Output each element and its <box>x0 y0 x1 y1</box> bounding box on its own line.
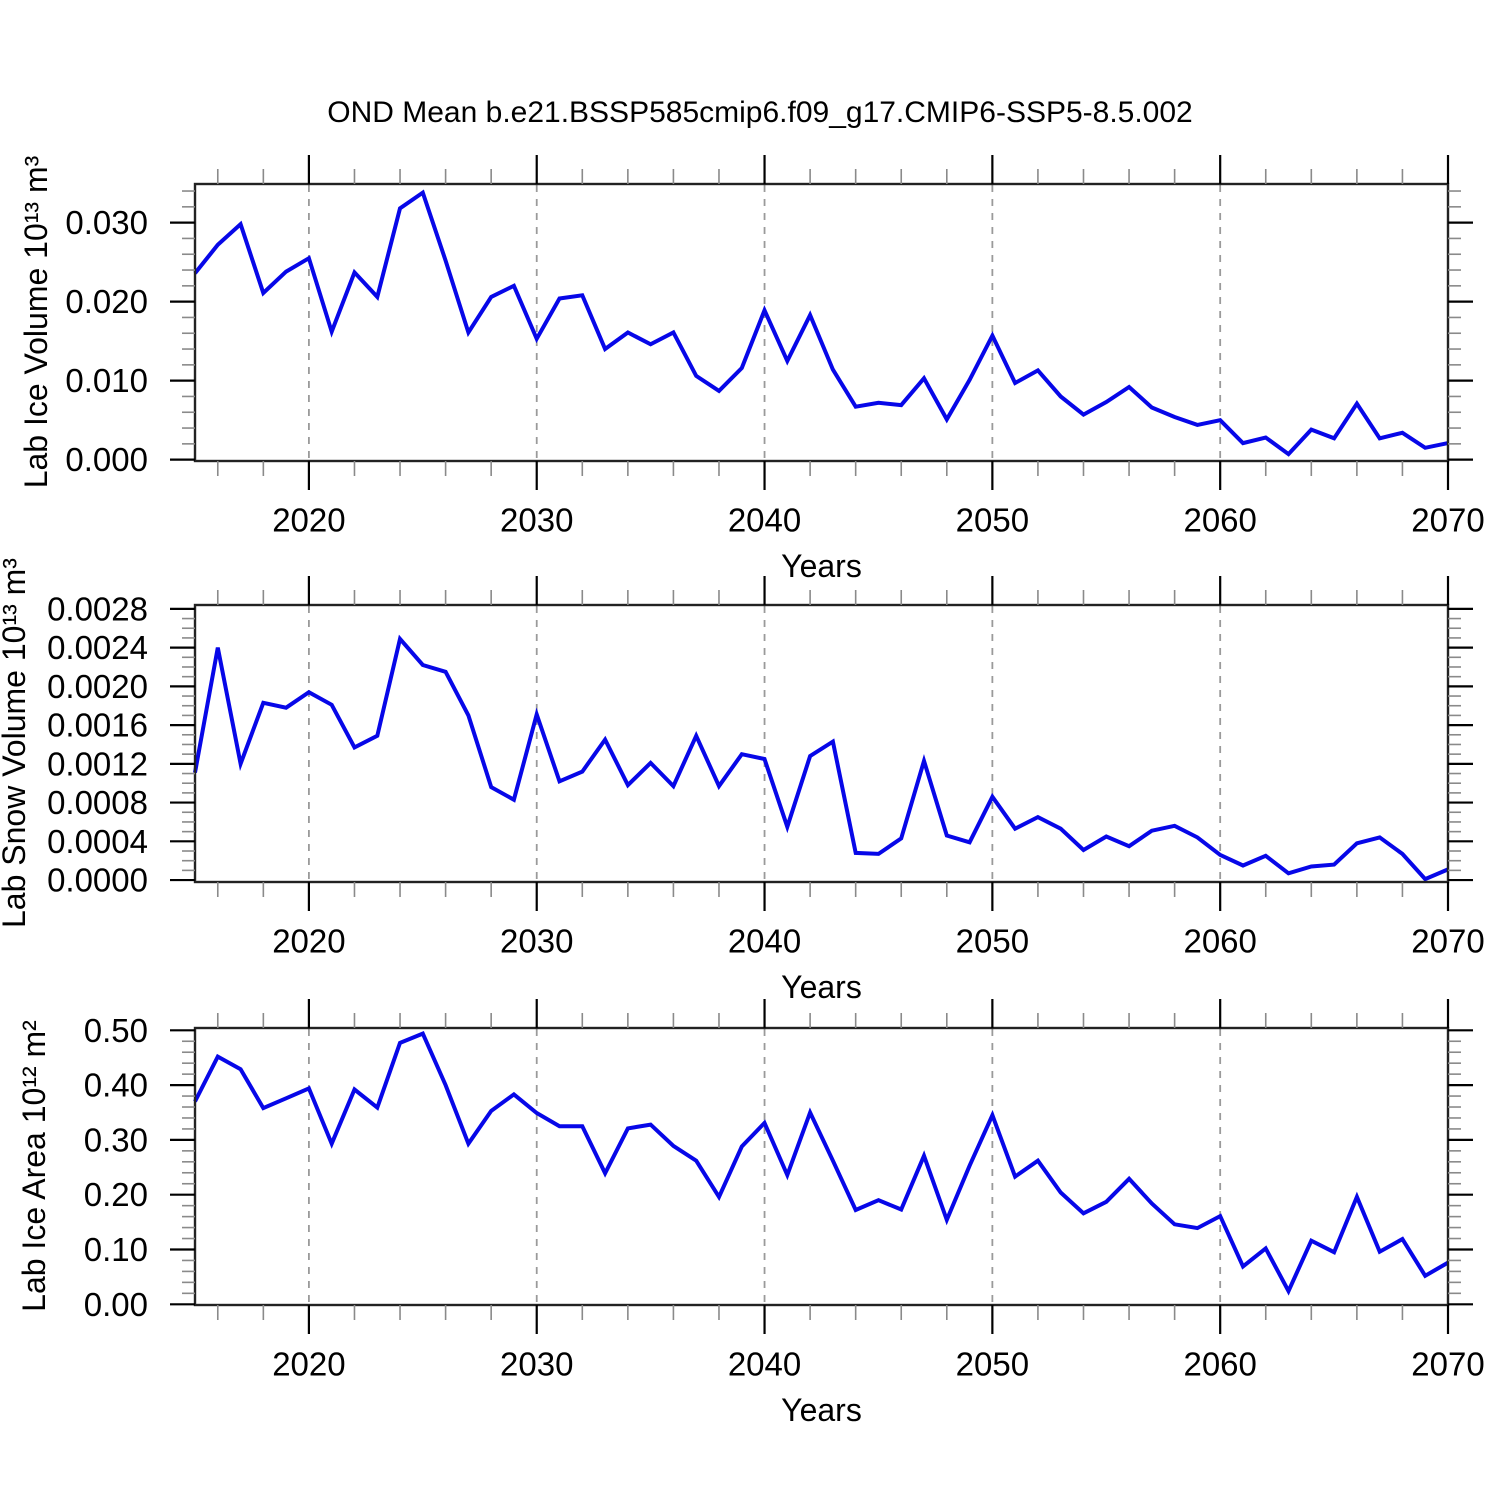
y-tick-label: 0.0000 <box>47 862 148 899</box>
x-tick-label-2070: 2070 <box>1411 502 1484 539</box>
x-tick-label-2040: 2040 <box>728 1346 801 1383</box>
y-tick-label: 0.000 <box>65 441 148 478</box>
x-tick-label-2060: 2060 <box>1183 502 1256 539</box>
y-tick-label: 0.10 <box>84 1231 148 1268</box>
x-tick-label-2050: 2050 <box>956 1346 1029 1383</box>
x-tick-label-2070: 2070 <box>1411 1346 1484 1383</box>
x-tick-label-2060: 2060 <box>1183 923 1256 960</box>
x-axis-title: Years <box>781 1392 862 1428</box>
x-tick-label-2040: 2040 <box>728 923 801 960</box>
y-tick-label: 0.030 <box>65 204 148 241</box>
y-tick-label: 0.50 <box>84 1012 148 1049</box>
x-tick-label-2050: 2050 <box>956 923 1029 960</box>
y-tick-label: 0.0008 <box>47 784 148 821</box>
y-tick-label: 0.0004 <box>47 823 148 860</box>
y-tick-label: 0.20 <box>84 1176 148 1213</box>
figure-title: OND Mean b.e21.BSSP585cmip6.f09_g17.CMIP… <box>327 96 1193 129</box>
y-tick-label: 0.0016 <box>47 707 148 744</box>
x-tick-label-2020: 2020 <box>272 502 345 539</box>
panel-lab-snow-volume: 0.00000.00040.00080.00120.00160.00200.00… <box>47 576 1485 1005</box>
x-tick-label-2060: 2060 <box>1183 1346 1256 1383</box>
x-tick-label-2020: 2020 <box>272 1346 345 1383</box>
x-tick-label-2030: 2030 <box>500 1346 573 1383</box>
x-axis-title: Years <box>781 548 862 584</box>
panel-lab-ice-volume: 0.000 0.010 0.020 0.030 2020 2030 2040 2050 2060… <box>65 155 1485 584</box>
lab-ice-volume-line <box>193 189 1449 457</box>
x-tick-label-2020: 2020 <box>272 923 345 960</box>
x-tick-label-2040: 2040 <box>728 502 801 539</box>
y-tick-label: 0.40 <box>84 1067 148 1104</box>
lab-snow-volume-line <box>193 634 1449 882</box>
lab-ice-area-line <box>193 1031 1450 1296</box>
panel-frame <box>193 182 1450 463</box>
y-tick-label: 0.30 <box>84 1121 148 1158</box>
x-axis-title: Years <box>781 969 862 1005</box>
panel-lab-ice-area: 0.00 0.10 0.20 0.30 0.40 0.50 2020 2030 2040 2050… <box>84 999 1485 1428</box>
panel-frame <box>193 603 1450 884</box>
y-tick-label: 0.00 <box>84 1286 148 1323</box>
x-tick-label-2050: 2050 <box>956 502 1029 539</box>
y-tick-label: 0.010 <box>65 362 148 399</box>
y-tick-label: 0.0012 <box>47 745 148 782</box>
x-tick-label-2070: 2070 <box>1411 923 1484 960</box>
y-tick-label: 0.0028 <box>47 590 148 627</box>
y-tick-label: 0.0020 <box>47 668 148 705</box>
x-tick-label-2030: 2030 <box>500 923 573 960</box>
panel-frame <box>193 1026 1450 1307</box>
y-tick-label: 0.0024 <box>47 629 148 666</box>
y-tick-label: 0.020 <box>65 283 148 320</box>
x-tick-label-2030: 2030 <box>500 502 573 539</box>
